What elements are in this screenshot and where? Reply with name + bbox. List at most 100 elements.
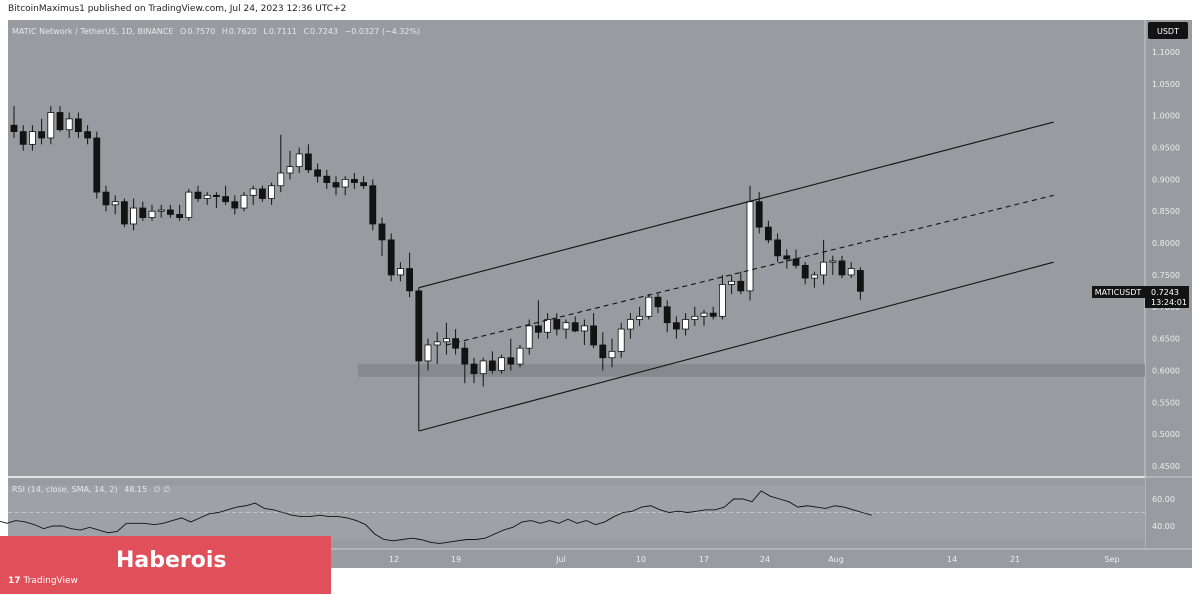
candle-body xyxy=(212,194,220,197)
price-axis-tick-label: 0.5500 xyxy=(1152,398,1180,407)
price-axis-tick-label: 0.9500 xyxy=(1152,144,1180,153)
candle-body xyxy=(470,363,478,375)
symbol-price-tag-label: MATICUSDT xyxy=(1095,288,1142,297)
candle-body xyxy=(645,296,653,317)
candle-body xyxy=(10,124,18,133)
price-axis-tick-label: 0.7500 xyxy=(1152,271,1180,280)
price-axis-bg xyxy=(1145,20,1192,549)
currency-badge[interactable] xyxy=(1148,22,1188,39)
candle-body xyxy=(627,319,634,330)
channel-lower-line[interactable] xyxy=(418,261,1054,432)
candle-body xyxy=(516,347,524,365)
candles-layer xyxy=(10,106,864,431)
rsi-extra: ∅ ∅ xyxy=(154,485,171,494)
candle-body xyxy=(682,319,689,330)
candle-body xyxy=(360,182,368,187)
symbol-name: MATIC Network / TetherUS, 1D, BINANCE xyxy=(12,27,173,36)
candle-body xyxy=(47,112,55,139)
price-axis-tick-label: 0.6500 xyxy=(1152,335,1180,344)
candle-body xyxy=(65,118,73,131)
candle-body xyxy=(424,344,432,362)
candle-body xyxy=(28,131,36,145)
symbol-price-tag xyxy=(1092,286,1145,298)
price-axis-tick-label: 0.5000 xyxy=(1152,430,1180,439)
tradingview-logo-text: TradingView xyxy=(23,576,78,586)
candle-body xyxy=(387,239,395,276)
bar-countdown: 13:24:01 xyxy=(1151,298,1187,307)
candle-body xyxy=(847,268,855,276)
open-value: 0.7570 xyxy=(187,27,215,36)
candle-body xyxy=(663,306,671,324)
candle-body xyxy=(442,338,450,343)
candle-body xyxy=(176,214,184,219)
candle-body xyxy=(111,201,119,206)
candle-body xyxy=(295,153,303,168)
support-zone-layer xyxy=(358,364,1145,377)
candle-body xyxy=(185,191,193,219)
candle-body xyxy=(820,261,827,276)
time-axis-tick-label: Sep xyxy=(1104,555,1119,564)
candle-body xyxy=(673,322,680,330)
price-axis-tick-label: 1.1000 xyxy=(1152,48,1180,57)
candle-body xyxy=(525,325,533,349)
last-price-value: 0.7243 xyxy=(1151,288,1179,297)
rsi-header: RSI (14, close, SMA, 14, 2) 48.15 ∅ ∅ xyxy=(12,485,170,494)
candle-body xyxy=(93,137,101,193)
candle-body xyxy=(783,255,791,260)
candle-body xyxy=(56,112,64,131)
candle-body xyxy=(332,182,340,188)
time-axis-tick-label: 21 xyxy=(1010,555,1020,564)
candle-body xyxy=(323,175,331,183)
candle-body xyxy=(121,201,128,225)
candle-body xyxy=(19,131,27,145)
candle-body xyxy=(258,188,266,199)
candle-body xyxy=(553,319,561,330)
channel-layer xyxy=(418,121,1054,432)
rsi-label: RSI (14, close, SMA, 14, 2) xyxy=(12,485,118,494)
candle-body xyxy=(737,280,745,292)
candle-body xyxy=(700,312,708,317)
candle-body xyxy=(75,118,82,133)
candle-body xyxy=(562,322,570,330)
price-axis-tick-label: 0.4500 xyxy=(1152,462,1180,471)
candle-body xyxy=(599,344,607,359)
candle-body xyxy=(774,239,781,257)
candle-body xyxy=(461,347,469,365)
candle-body xyxy=(728,280,735,285)
main-pane-bg xyxy=(8,20,1145,476)
currency-badge-label: USDT xyxy=(1157,27,1179,36)
support-zone xyxy=(358,364,1145,377)
channel-upper-line[interactable] xyxy=(418,121,1054,289)
price-axis-tick-label: 0.8500 xyxy=(1152,207,1180,216)
rsi-value: 48.15 xyxy=(124,485,147,494)
low-value: 0.7111 xyxy=(269,27,297,36)
candle-body xyxy=(544,319,551,333)
tradingview-logo[interactable]: 17 TradingView xyxy=(8,576,78,586)
candle-body xyxy=(571,322,579,332)
candle-body xyxy=(203,194,211,199)
close-value: 0.7243 xyxy=(310,27,338,36)
time-axis-tick-label: 10 xyxy=(636,555,646,564)
time-axis-tick-label: Aug xyxy=(828,555,844,564)
time-axis-tick-label: 24 xyxy=(760,555,770,564)
candle-body xyxy=(838,260,846,276)
watermark-banner: Haberois xyxy=(0,536,331,594)
candle-body xyxy=(84,131,91,139)
candle-body xyxy=(535,325,542,333)
candle-body xyxy=(654,296,662,308)
rsi-axis-tick-label: 40.00 xyxy=(1152,522,1175,531)
candle-body xyxy=(636,315,643,320)
time-axis-tick-label: Jul xyxy=(555,555,566,564)
candle-body xyxy=(691,315,699,320)
candle-body xyxy=(166,209,174,215)
candle-body xyxy=(194,191,202,199)
candle-body xyxy=(829,260,837,263)
candle-body xyxy=(857,270,864,292)
candle-body xyxy=(452,338,460,349)
candle-body xyxy=(240,194,248,209)
watermark-text: Haberois xyxy=(116,548,227,573)
price-axis-tick-label: 0.8000 xyxy=(1152,239,1180,248)
candle-body xyxy=(102,191,110,206)
change-value: −0.0327 (−4.32%) xyxy=(345,27,421,36)
